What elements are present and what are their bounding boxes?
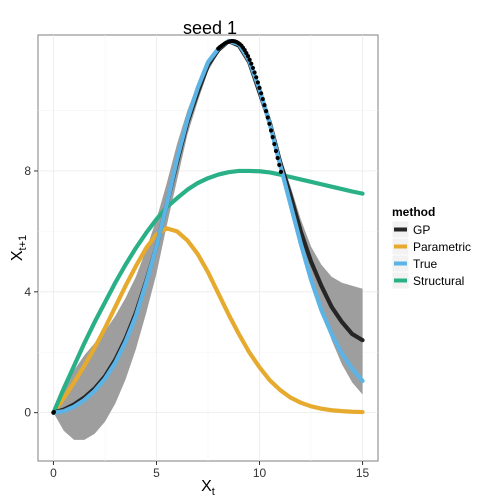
observation-point	[262, 102, 267, 108]
y-axis-title: Xt+1	[9, 235, 29, 261]
observation-point	[260, 96, 265, 102]
observation-point	[268, 128, 274, 133]
x-tick-label: 0	[50, 466, 57, 480]
observation-point	[272, 141, 277, 147]
series-lines	[51, 38, 365, 415]
series-line-parametric	[51, 226, 365, 415]
observation-point	[275, 155, 280, 161]
observation-point	[255, 80, 260, 85]
x-tick-label: 10	[253, 466, 267, 480]
series-line-true	[51, 38, 365, 415]
x-axis-ticks: 0 5 10 15	[50, 461, 370, 480]
observation-point	[254, 75, 259, 80]
observation-point	[273, 148, 279, 154]
legend-label-structural: Structural	[413, 274, 464, 288]
observation-point	[250, 65, 256, 71]
series-line-structural	[51, 168, 365, 415]
y-tick-label: 8	[24, 164, 31, 178]
observation-point	[278, 169, 284, 174]
observation-point	[247, 57, 252, 62]
observation-point	[277, 162, 282, 168]
gp-ribbon-layer	[53, 39, 363, 440]
legend-label-true: True	[413, 257, 438, 271]
legend: method GP Parametric True Structural	[391, 205, 471, 290]
observation-point	[252, 70, 257, 75]
observation-point	[265, 115, 270, 120]
observation-point	[245, 54, 251, 59]
observation-point	[257, 85, 262, 90]
x-tick-label: 15	[356, 466, 370, 480]
observation-point	[51, 409, 56, 415]
observation-points	[51, 38, 284, 415]
y-axis-ticks: 0 4 8	[24, 164, 38, 420]
y-tick-label: 4	[24, 285, 31, 299]
observation-point	[270, 135, 275, 140]
x-axis-title: Xt	[201, 478, 215, 498]
legend-title: method	[392, 205, 435, 219]
observation-point	[259, 91, 264, 96]
chart-title: seed 1	[183, 18, 237, 38]
observation-point	[267, 121, 272, 126]
observation-point	[264, 109, 269, 114]
gp-confidence-ribbon	[53, 39, 363, 440]
x-tick-label: 5	[153, 466, 160, 480]
y-tick-label: 0	[24, 406, 31, 420]
observation-point	[249, 61, 254, 66]
legend-label-gp: GP	[413, 223, 430, 237]
legend-label-parametric: Parametric	[413, 240, 471, 254]
